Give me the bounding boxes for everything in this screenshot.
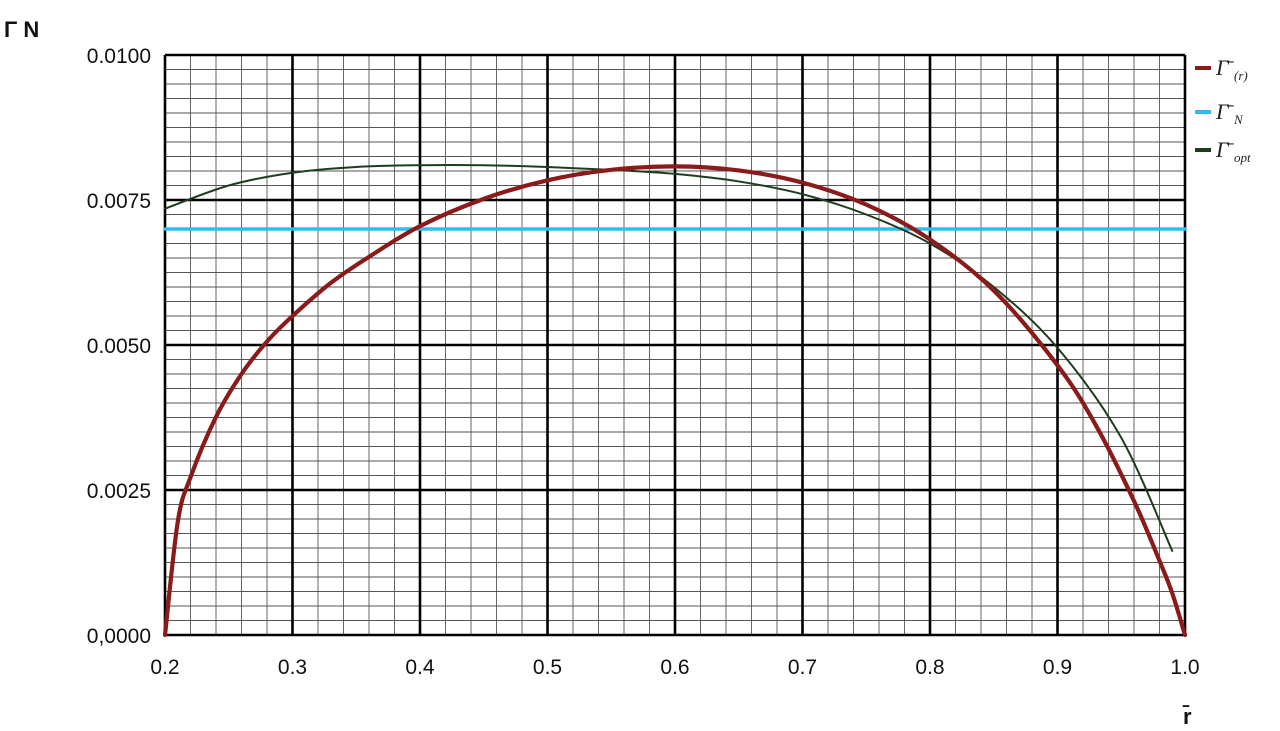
legend-subscript: (r) (1234, 68, 1248, 83)
major-grid (163, 53, 1187, 637)
x-tick-label: 0.2 (150, 656, 179, 679)
x-tick-label: 0.7 (788, 656, 817, 679)
x-tick-label: 0.5 (533, 656, 562, 679)
x-axis-title: r̄ (1182, 704, 1192, 729)
legend-label: Γ̄ (1215, 55, 1235, 80)
series-gamma-r-line (162, 164, 1188, 638)
legend-label: Γ̄ (1215, 99, 1235, 124)
y-tick-label: 0.0075 (87, 190, 151, 213)
legend: Γ̄ (r)Γ̄ NΓ̄ opt (1195, 55, 1251, 165)
legend-item-gamma-opt: Γ̄ opt (1195, 137, 1251, 165)
series-layer (162, 163, 1188, 638)
x-tick-label: 0.4 (405, 656, 435, 679)
x-tick-label: 1.0 (1170, 656, 1199, 679)
y-tick-label: 0.0025 (87, 480, 151, 503)
y-tick-label: 0.0100 (87, 45, 151, 68)
tick-labels: 0.2 0.3 0.4 0.5 0.6 0.7 0.8 0.9 1.0 0,0000 0.0025 0… (87, 45, 1200, 679)
x-tick-label: 0.6 (660, 656, 689, 679)
legend-subscript: N (1233, 112, 1244, 127)
legend-subscript: opt (1234, 150, 1251, 165)
series-gamma-opt-line (164, 163, 1174, 552)
legend-item-gamma-r: Γ̄ (r) (1195, 55, 1248, 83)
x-tick-label: 0.8 (915, 656, 944, 679)
x-tick-label: 0.9 (1043, 656, 1072, 679)
legend-label: Γ̄ (1215, 137, 1235, 162)
x-tick-label: 0.3 (278, 656, 307, 679)
y-axis-title: Γ N (4, 17, 39, 42)
y-tick-label: 0.0050 (87, 335, 151, 358)
axis-titles: Γ N r̄ (4, 17, 1192, 729)
y-tick-label: 0,0000 (87, 625, 151, 648)
legend-item-gamma-n: Γ̄ N (1195, 99, 1244, 127)
